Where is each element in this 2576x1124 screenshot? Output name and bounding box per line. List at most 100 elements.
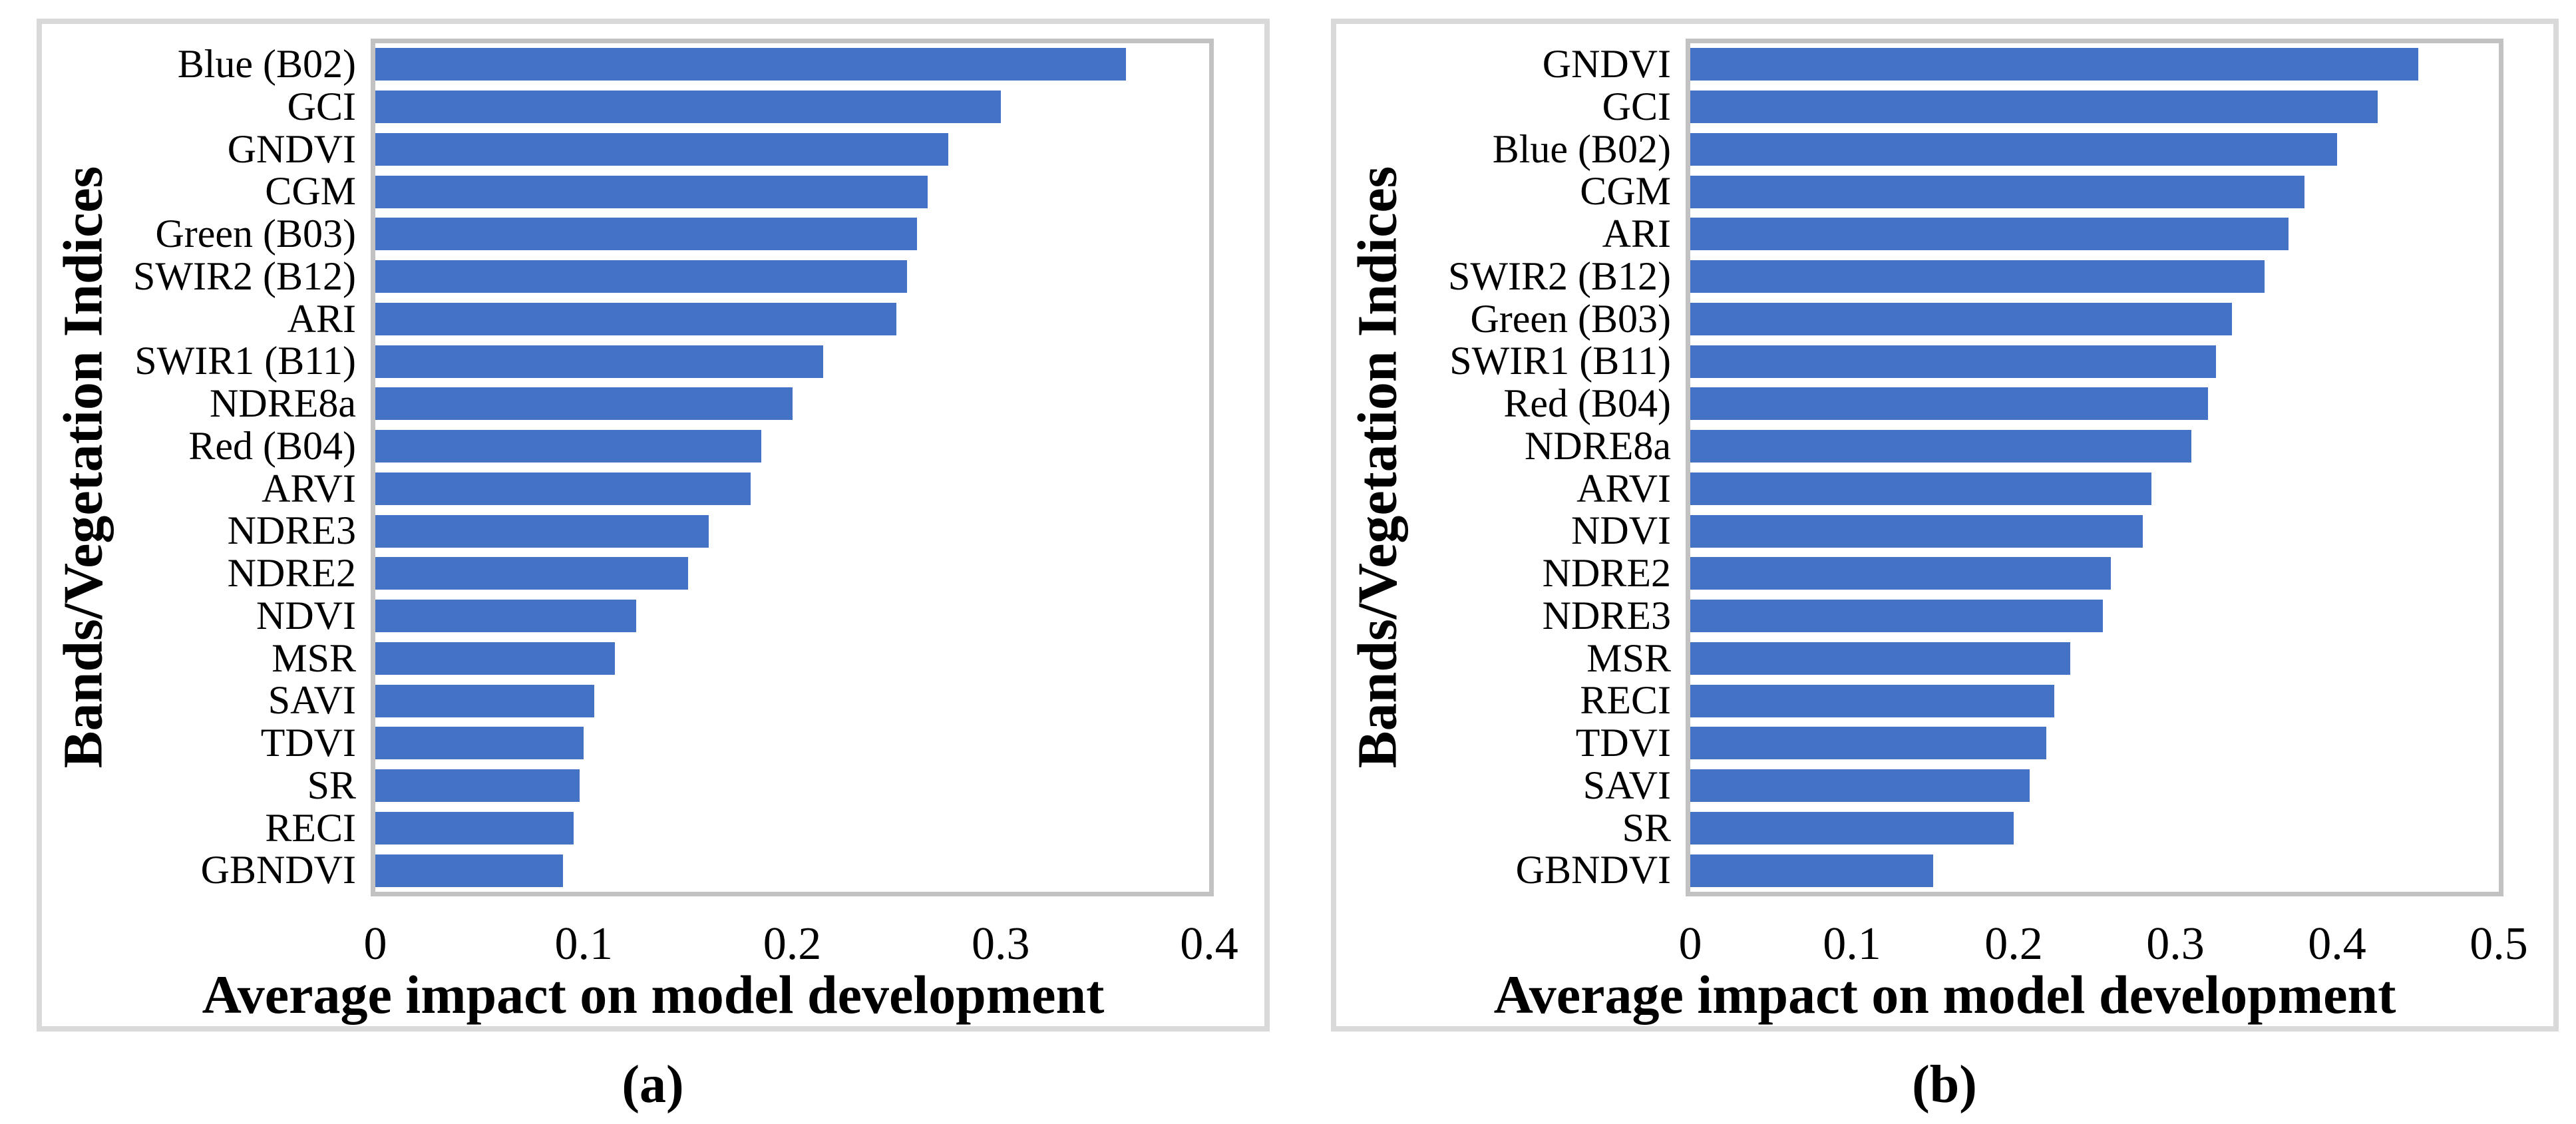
- bar-Blue (B02): [375, 48, 1126, 81]
- caption-a: (a): [622, 1055, 684, 1114]
- bar-NDVI: [1690, 514, 2143, 548]
- bar-MSR: [1690, 642, 2071, 675]
- bar-SAVI: [375, 684, 594, 717]
- category-label: NDVI: [256, 593, 356, 638]
- category-label: NDVI: [1571, 508, 1671, 553]
- category-label: NDRE3: [1542, 593, 1671, 638]
- category-label: NDRE3: [227, 508, 356, 553]
- bar-SR: [1690, 811, 2014, 844]
- x-tick-labels: 0 0.1 0.2 0.3 0.4: [42, 908, 1264, 970]
- bar-SWIR2 (B12): [375, 260, 907, 293]
- category-label: Green (B03): [1470, 296, 1671, 341]
- x-tick-label: 0.3: [972, 918, 1030, 970]
- category-label: NDRE2: [227, 551, 356, 595]
- bar-CGM: [375, 175, 928, 208]
- category-label: SWIR1 (B11): [1449, 339, 1671, 383]
- bar-NDRE2: [1690, 557, 2111, 590]
- bar-SAVI: [1690, 769, 2030, 803]
- bar-GCI: [375, 91, 1001, 124]
- category-label: RECI: [1580, 678, 1671, 723]
- category-label: GCI: [287, 84, 356, 128]
- category-label: RECI: [265, 805, 356, 850]
- bar-Red (B04): [1690, 387, 2208, 421]
- x-tick-label: 0: [363, 918, 387, 970]
- chart-panel-b: Bands/Vegetation Indices GNDVI GCI Blue (B…: [1331, 19, 2559, 1031]
- x-tick-label: 0.4: [2308, 918, 2366, 970]
- category-label: SAVI: [1582, 763, 1671, 807]
- x-tick-label: 0.5: [2470, 918, 2528, 970]
- bar-Green (B03): [1690, 302, 2233, 335]
- bar-NDRE8a: [375, 387, 793, 421]
- category-label: SAVI: [268, 678, 356, 723]
- bar-ARI: [1690, 218, 2289, 251]
- bar-NDRE8a: [1690, 430, 2192, 463]
- category-label: Blue (B02): [177, 42, 356, 86]
- x-tick-label: 0.4: [1180, 918, 1238, 970]
- plot-area: [371, 39, 1214, 896]
- category-label: Red (B04): [1503, 381, 1671, 425]
- bar-RECI: [1690, 684, 2054, 717]
- category-label: SR: [1622, 805, 1671, 850]
- category-label: Blue (B02): [1492, 126, 1671, 171]
- bar-NDRE3: [1690, 600, 2103, 633]
- category-label: MSR: [272, 636, 356, 680]
- category-label: NDRE8a: [1525, 423, 1671, 468]
- bar-SWIR1 (B11): [1690, 345, 2216, 378]
- x-tick-label: 0.2: [1984, 918, 2043, 970]
- bar-SWIR2 (B12): [1690, 260, 2265, 293]
- bar-GNDVI: [375, 132, 949, 166]
- category-label: GBNDVI: [1515, 848, 1671, 892]
- caption-b: (b): [1912, 1055, 1977, 1114]
- category-label: NDRE8a: [210, 381, 356, 425]
- category-label: ARI: [1602, 212, 1671, 256]
- plot-area: [1686, 39, 2503, 896]
- bar-GNDVI: [1690, 48, 2418, 81]
- category-label: ARI: [287, 296, 356, 341]
- bar-NDRE2: [375, 557, 688, 590]
- bar-GBNDVI: [1690, 854, 1933, 887]
- category-labels: GNDVI GCI Blue (B02) CGM ARI SWIR2 (B12) Green…: [1336, 43, 1671, 892]
- category-label: GNDVI: [227, 126, 356, 171]
- bar-ARVI: [375, 472, 751, 505]
- category-label: CGM: [265, 169, 356, 214]
- x-axis-title: Average impact on model development: [202, 964, 1105, 1025]
- x-tick-label: 0: [1678, 918, 1702, 970]
- category-label: Green (B03): [155, 212, 356, 256]
- bar-TDVI: [375, 727, 584, 760]
- bar-MSR: [375, 642, 616, 675]
- category-label: GCI: [1602, 84, 1671, 128]
- category-label: SWIR1 (B11): [134, 339, 356, 383]
- bar-NDVI: [375, 600, 636, 633]
- bar-CGM: [1690, 175, 2305, 208]
- bar-SWIR1 (B11): [375, 345, 824, 378]
- category-label: GNDVI: [1542, 42, 1671, 86]
- bar-GCI: [1690, 91, 2378, 124]
- x-tick-label: 0.2: [763, 918, 822, 970]
- category-label: SWIR2 (B12): [133, 254, 356, 298]
- category-label: ARVI: [1576, 466, 1671, 510]
- category-label: Red (B04): [188, 423, 356, 468]
- category-label: TDVI: [1575, 721, 1671, 765]
- bar-GBNDVI: [375, 854, 563, 887]
- x-tick-labels: 0 0.1 0.2 0.3 0.4 0.5: [1336, 908, 2553, 970]
- category-label: SR: [307, 763, 356, 807]
- x-tick-label: 0.1: [1823, 918, 1881, 970]
- bar-ARI: [375, 302, 897, 335]
- bar-NDRE3: [375, 514, 709, 548]
- chart-panel-a: Bands/Vegetation Indices Blue (B02) GCI GN…: [37, 19, 1270, 1031]
- bar-SR: [375, 769, 580, 803]
- bar-RECI: [375, 811, 574, 844]
- bar-TDVI: [1690, 727, 2046, 760]
- category-label: SWIR2 (B12): [1448, 254, 1671, 298]
- x-tick-label: 0.1: [554, 918, 614, 970]
- category-label: ARVI: [262, 466, 356, 510]
- bar-Blue (B02): [1690, 132, 2337, 166]
- category-label: MSR: [1586, 636, 1671, 680]
- category-label: GBNDVI: [200, 848, 356, 892]
- category-labels: Blue (B02) GCI GNDVI CGM Green (B03) SWIR2 (B…: [42, 43, 356, 892]
- category-label: TDVI: [260, 721, 356, 765]
- x-axis-title: Average impact on model development: [1493, 964, 2396, 1025]
- category-label: CGM: [1580, 169, 1671, 214]
- bar-Green (B03): [375, 218, 918, 251]
